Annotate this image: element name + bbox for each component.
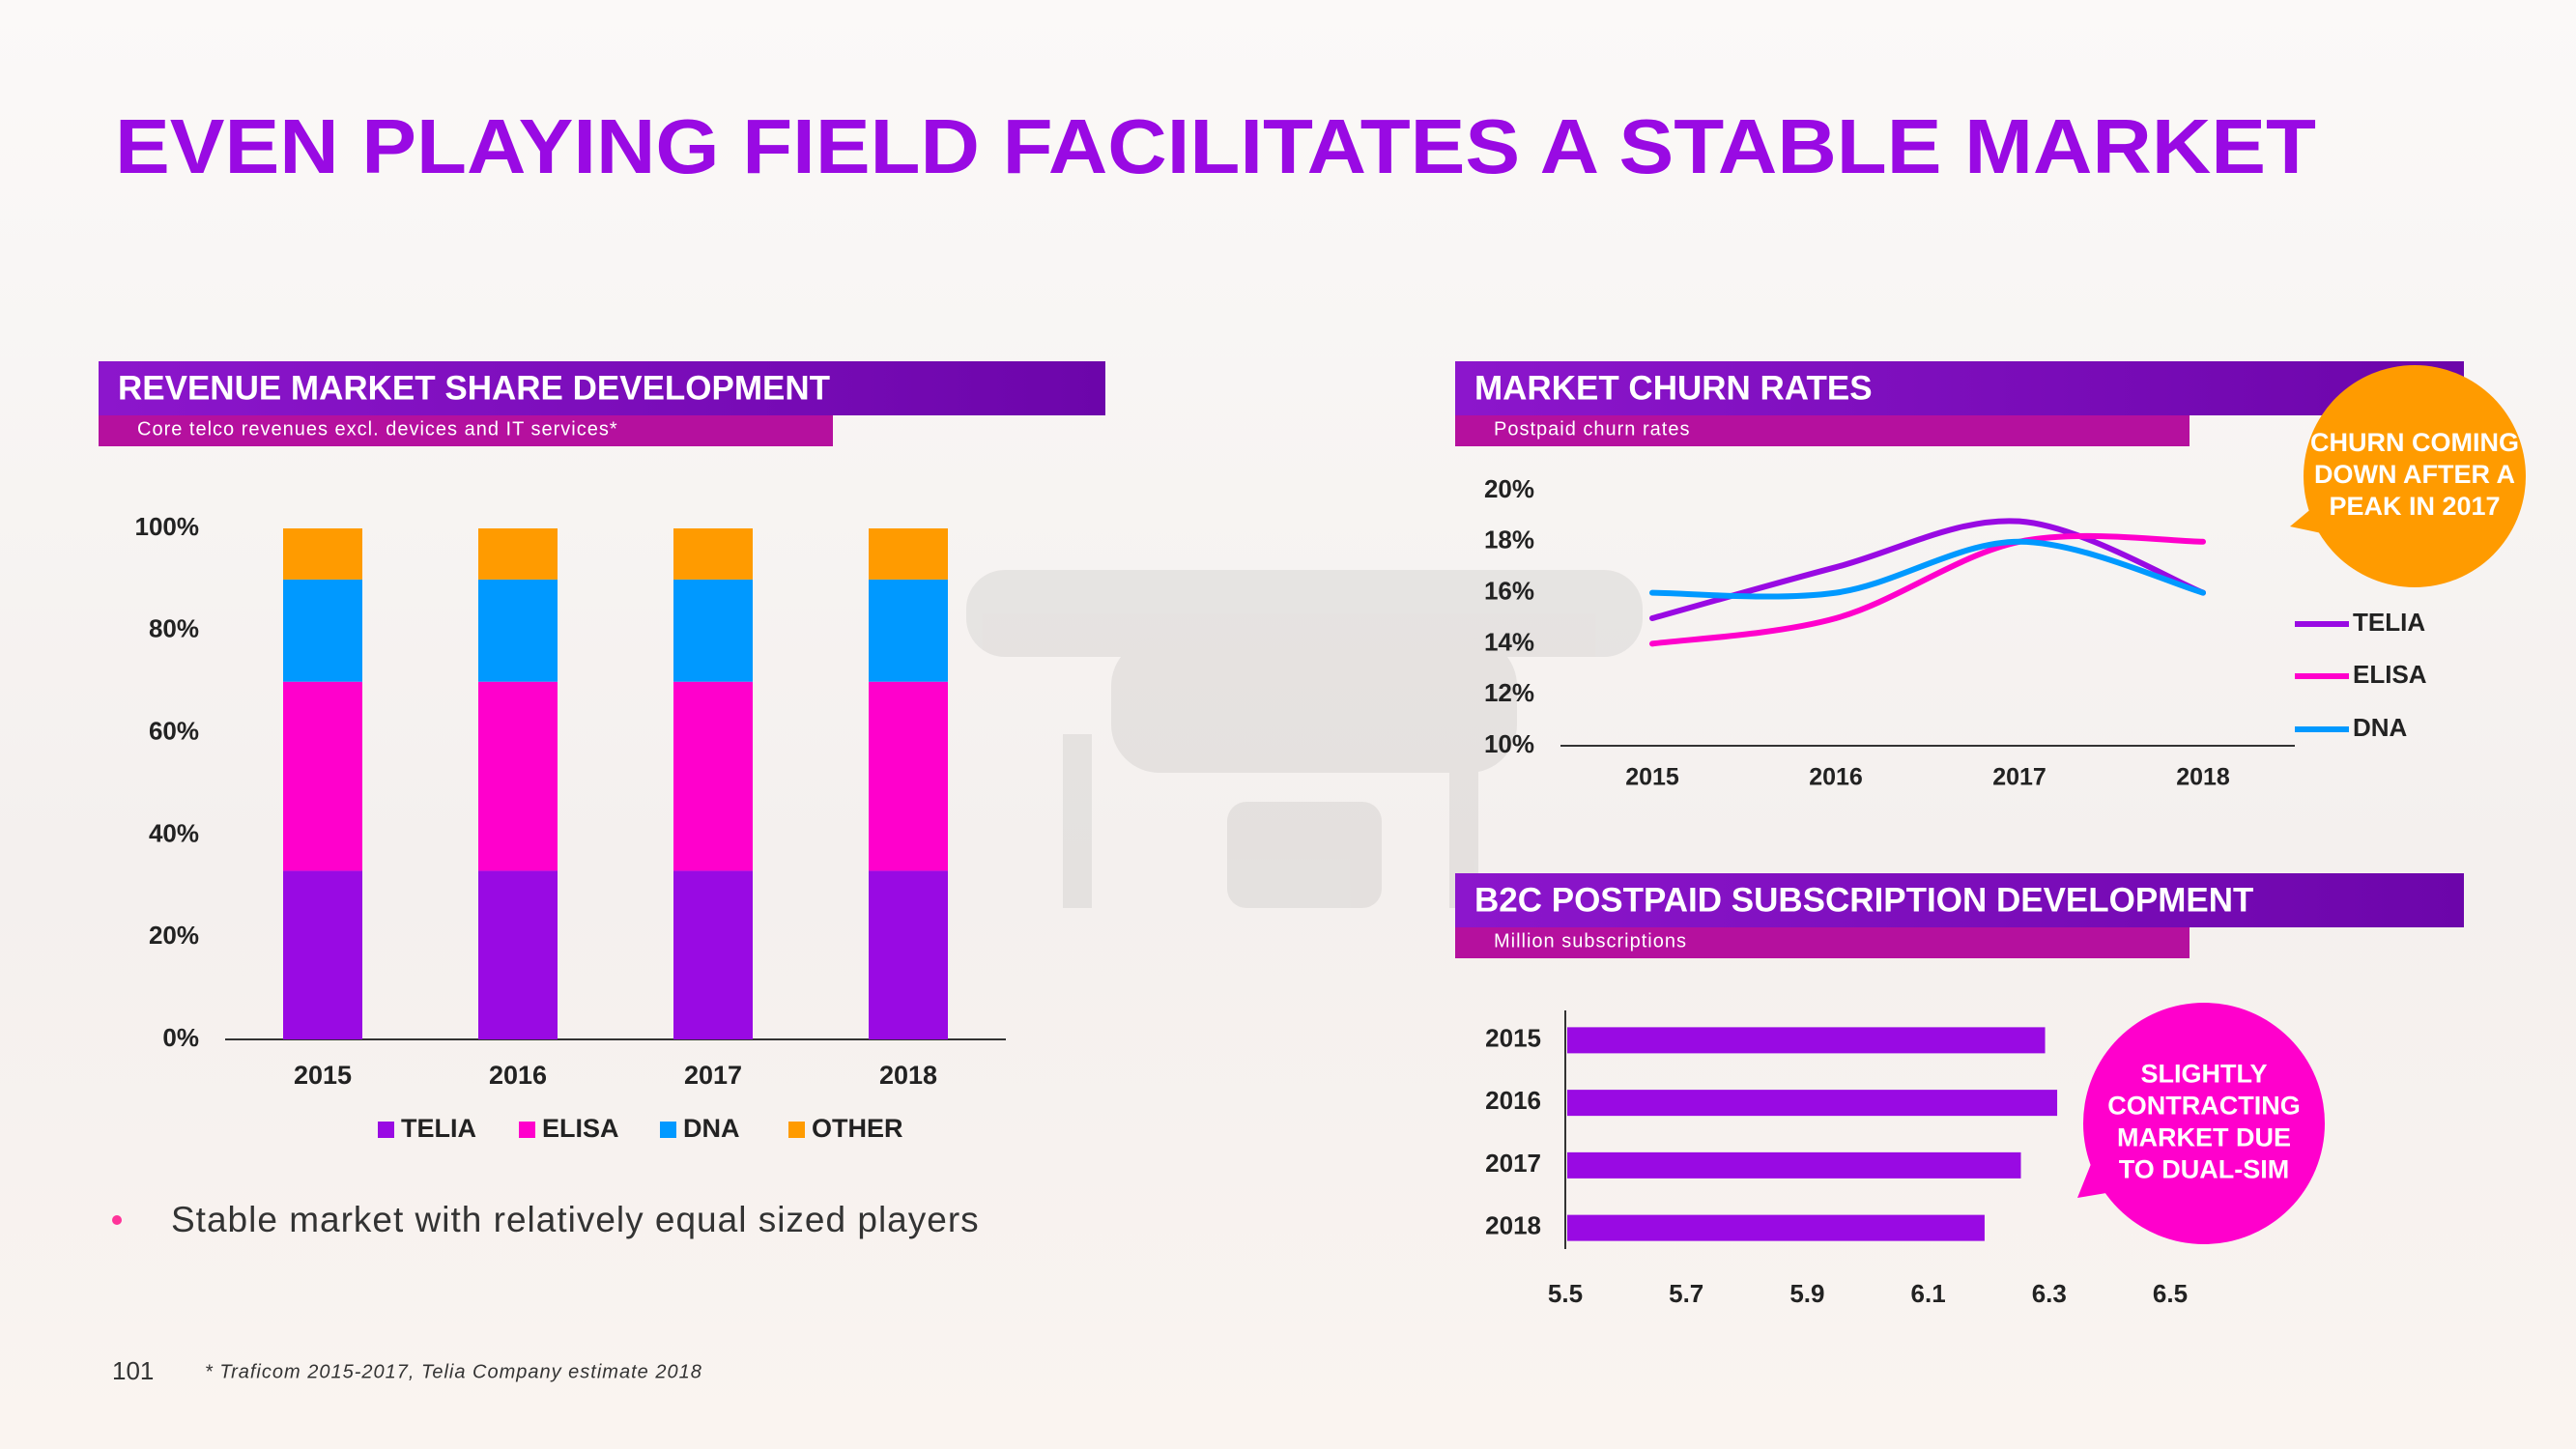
- callout: [2304, 365, 2526, 587]
- chart-title: B2C POSTPAID SUBSCRIPTION DEVELOPMENT: [1474, 881, 2253, 919]
- header-bar: [99, 361, 1105, 415]
- subtitle-bar: [1455, 412, 2190, 446]
- callout-text: CHURN COMING: [2310, 428, 2519, 457]
- chart-subtitle: Core telco revenues excl. devices and IT…: [137, 418, 618, 440]
- x-tick-label: 2016: [489, 1061, 547, 1090]
- bar-segment: [283, 579, 362, 682]
- callout-text: PEAK IN 2017: [2329, 492, 2500, 521]
- subtitle-bar: [99, 412, 833, 446]
- y-tick-label: 20%: [1484, 474, 1534, 503]
- bar-segment: [283, 870, 362, 1039]
- y-tick-label: 10%: [1484, 729, 1534, 758]
- callout: [2083, 1003, 2325, 1244]
- y-tick-label: 80%: [149, 614, 199, 643]
- bar-segment: [478, 681, 558, 871]
- y-tick-label: 14%: [1484, 627, 1534, 656]
- bar-segment: [673, 681, 753, 871]
- bar: [1567, 1027, 2046, 1054]
- bar-segment: [283, 681, 362, 871]
- y-tick-label: 18%: [1484, 526, 1534, 554]
- y-tick-label: 2017: [1485, 1149, 1541, 1178]
- y-tick-label: 16%: [1484, 576, 1534, 605]
- bullet-dot: [112, 1215, 122, 1225]
- legend-swatch: [519, 1122, 535, 1138]
- y-tick-label: 40%: [149, 818, 199, 847]
- bar-segment: [673, 528, 753, 580]
- bar-segment: [478, 870, 558, 1039]
- y-tick-label: 100%: [135, 512, 200, 541]
- bar-segment: [869, 870, 948, 1039]
- x-tick-label: 2015: [1625, 764, 1679, 791]
- legend-label: TELIA: [401, 1114, 476, 1143]
- subtitle-bar: [1455, 923, 2190, 958]
- bar-segment: [478, 528, 558, 580]
- callout-text: MARKET DUE: [2117, 1123, 2291, 1152]
- legend-label: ELISA: [542, 1114, 619, 1143]
- bar-segment: [283, 528, 362, 580]
- bar-segment: [673, 870, 753, 1039]
- callout-text: CONTRACTING: [2107, 1092, 2300, 1121]
- bar-segment: [869, 681, 948, 871]
- line: [1649, 538, 2206, 600]
- header-bar: [1455, 361, 2464, 415]
- footnote: * Traficom 2015-2017, Telia Company esti…: [205, 1361, 702, 1382]
- bar-segment: [673, 579, 753, 682]
- chart-subtitle: Million subscriptions: [1494, 930, 1687, 952]
- x-tick-label: 5.5: [1548, 1279, 1583, 1308]
- legend-label: DNA: [683, 1114, 740, 1143]
- chart-title: REVENUE MARKET SHARE DEVELOPMENT: [118, 369, 830, 407]
- bar: [1567, 1090, 2058, 1117]
- x-tick-label: 2015: [294, 1061, 352, 1090]
- x-tick-label: 2018: [2176, 764, 2230, 791]
- bar-segment: [478, 579, 558, 682]
- legend-label: TELIA: [2353, 608, 2425, 637]
- x-tick-label: 6.3: [2032, 1279, 2067, 1308]
- x-tick-label: 5.9: [1789, 1279, 1824, 1308]
- x-tick-label: 6.1: [1911, 1279, 1946, 1308]
- y-tick-label: 20%: [149, 921, 199, 950]
- bar-segment: [869, 528, 948, 580]
- x-tick-label: 5.7: [1669, 1279, 1703, 1308]
- bar: [1567, 1214, 1985, 1241]
- y-tick-label: 60%: [149, 716, 199, 745]
- bar-segment: [869, 579, 948, 682]
- bar: [1567, 1151, 2021, 1179]
- y-tick-label: 2015: [1485, 1023, 1541, 1052]
- x-tick-label: 6.5: [2153, 1279, 2188, 1308]
- callout-text: SLIGHTLY: [2140, 1060, 2267, 1089]
- y-tick-label: 0%: [162, 1023, 199, 1052]
- legend-label: ELISA: [2353, 660, 2427, 689]
- x-tick-label: 2017: [1992, 764, 2046, 791]
- legend-swatch: [660, 1122, 676, 1138]
- y-tick-label: 12%: [1484, 678, 1534, 707]
- legend-swatch: [788, 1122, 805, 1138]
- slide-title: EVEN PLAYING FIELD FACILITATES A STABLE …: [115, 103, 2316, 189]
- line: [1649, 532, 2206, 647]
- y-tick-label: 2018: [1485, 1211, 1541, 1240]
- x-tick-label: 2018: [879, 1061, 937, 1090]
- callout-text: TO DUAL-SIM: [2119, 1155, 2290, 1184]
- page-number: 101: [112, 1356, 154, 1385]
- legend-label: DNA: [2353, 713, 2408, 742]
- y-tick-label: 2016: [1485, 1086, 1541, 1115]
- x-tick-label: 2017: [684, 1061, 742, 1090]
- x-tick-label: 2016: [1809, 764, 1863, 791]
- header-bar: [1455, 873, 2464, 927]
- callout-text: DOWN AFTER A: [2314, 460, 2515, 489]
- chart-title: MARKET CHURN RATES: [1474, 369, 1873, 407]
- legend-swatch: [378, 1122, 394, 1138]
- legend-label: OTHER: [812, 1114, 903, 1143]
- bullet-text: Stable market with relatively equal size…: [171, 1200, 980, 1239]
- chart-subtitle: Postpaid churn rates: [1494, 418, 1690, 440]
